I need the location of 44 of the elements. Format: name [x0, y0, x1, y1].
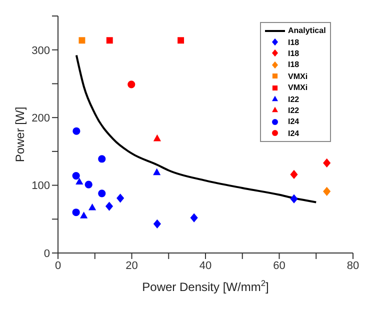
- point: [290, 170, 298, 180]
- point: [88, 203, 96, 210]
- x-tick-label: 80: [346, 260, 360, 272]
- point: [76, 178, 84, 185]
- point: [106, 37, 113, 44]
- x-tick-label: 0: [54, 260, 62, 272]
- x-axis-title: Power Density [W/mm$^{2}$]: [142, 278, 269, 294]
- point: [190, 213, 198, 222]
- x-tick-label: 60: [273, 260, 286, 272]
- point: [98, 190, 106, 198]
- point: [153, 219, 161, 228]
- point: [323, 158, 331, 168]
- point: [98, 155, 106, 163]
- y-tick-label: 0: [44, 248, 50, 260]
- legend-label: VMXi: [288, 72, 308, 81]
- y-tick-label: 200: [32, 112, 50, 124]
- y-tick-label: 100: [32, 180, 50, 192]
- point: [323, 186, 331, 196]
- legend-label: I24: [288, 128, 300, 138]
- legend-label: I22: [288, 106, 300, 115]
- legend-label: I18: [288, 38, 300, 47]
- y-tick-label: 300: [32, 44, 50, 57]
- x-tick-label: 40: [199, 260, 212, 272]
- point: [80, 212, 88, 218]
- legend-label: Analytical: [288, 26, 326, 36]
- legend-label: I22: [288, 94, 300, 104]
- legend-label: VMXi: [288, 83, 308, 92]
- point: [178, 37, 184, 44]
- legend-label: I18: [288, 60, 300, 70]
- point: [72, 208, 80, 216]
- point: [153, 134, 161, 142]
- legend-label: I24: [288, 117, 300, 126]
- point: [72, 172, 80, 180]
- point: [72, 127, 80, 135]
- point: [290, 194, 298, 204]
- y-axis-title: Power [W]: [13, 106, 27, 162]
- point: [105, 202, 114, 211]
- point: [153, 168, 161, 176]
- point: [78, 37, 86, 44]
- point: [128, 80, 136, 88]
- point: [116, 194, 124, 203]
- point: [84, 180, 92, 188]
- legend-label: I18: [288, 48, 300, 58]
- x-tick-label: 20: [126, 260, 138, 272]
